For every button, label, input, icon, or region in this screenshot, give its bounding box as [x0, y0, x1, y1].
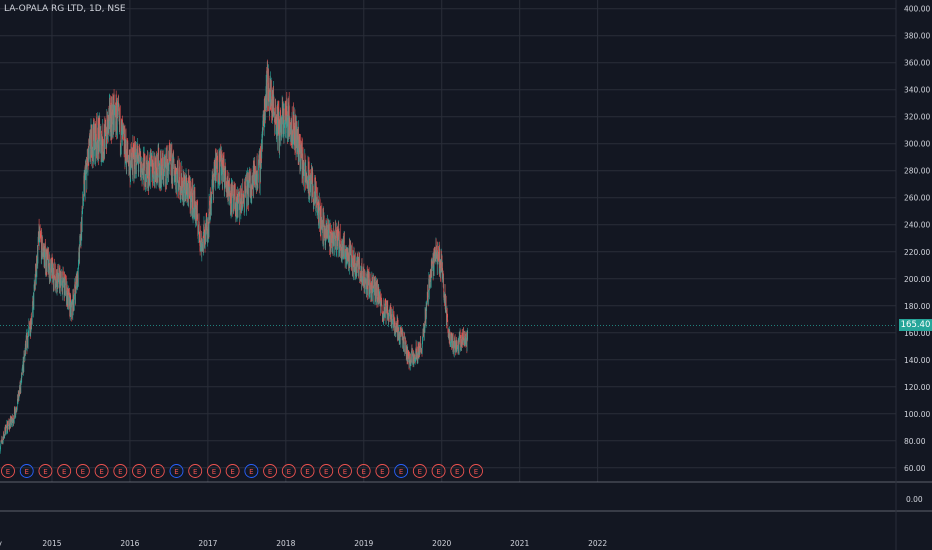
earnings-marker[interactable]: E [75, 464, 90, 478]
chart-title: LA-OPALA RG LTD, 1D, NSE [4, 4, 126, 14]
earnings-marker-label: E [418, 468, 422, 476]
y-tick-label: 300.00 [904, 140, 930, 149]
x-tick-label: 2021 [510, 539, 529, 548]
earnings-marker-label: E [137, 468, 141, 476]
earnings-marker-label: E [343, 468, 347, 476]
y-tick-label: 260.00 [904, 194, 930, 203]
earnings-marker[interactable]: E [356, 464, 371, 478]
earnings-marker-label: E [43, 468, 47, 476]
earnings-marker-label: E [305, 468, 309, 476]
earnings-marker[interactable]: E [469, 464, 483, 478]
y-tick-label: 120.00 [904, 383, 930, 392]
y-tick-label: 360.00 [904, 59, 930, 68]
y-tick-label: 380.00 [904, 32, 930, 41]
x-tick-label: 2016 [120, 539, 139, 548]
earnings-marker[interactable]: E [244, 464, 259, 478]
earnings-marker-label: E [156, 468, 160, 476]
earnings-marker-label: E [25, 468, 29, 476]
earnings-marker-label: E [62, 468, 66, 476]
y-tick-label: 240.00 [904, 221, 930, 230]
y-tick-label: 180.00 [904, 302, 930, 311]
earnings-marker[interactable]: E [150, 464, 165, 478]
x-tick-label: 2015 [42, 539, 61, 548]
earnings-marker-label: E [436, 468, 440, 476]
earnings-marker-label: E [324, 468, 328, 476]
candles [0, 59, 469, 454]
earnings-marker[interactable]: E [132, 464, 146, 478]
price-axis[interactable]: 400.00 380.00 360.00 340.00 320.00 300.00 280.… [904, 5, 930, 504]
y-tick-label: 220.00 [904, 248, 930, 257]
time-axis[interactable]: May 2015 2016 2017 2018 2019 2020 2021 2022 [0, 539, 607, 548]
earnings-marker[interactable]: E [431, 464, 446, 478]
earnings-marker-label: E [118, 468, 122, 476]
earnings-marker[interactable]: E [113, 464, 128, 478]
earnings-marker[interactable]: E [188, 464, 203, 478]
earnings-marker-label: E [474, 468, 478, 476]
earnings-marker[interactable]: E [1, 464, 15, 478]
earnings-marker[interactable]: E [394, 464, 409, 478]
earnings-marker-label: E [287, 468, 291, 476]
y-tick-label: 200.00 [904, 275, 930, 284]
y-tick-label: 280.00 [904, 167, 930, 176]
earnings-marker-label: E [81, 468, 85, 476]
earnings-marker[interactable]: E [281, 464, 296, 478]
earnings-marker[interactable]: E [300, 464, 315, 478]
earnings-marker[interactable]: E [338, 464, 352, 478]
x-tick-label: 2018 [276, 539, 295, 548]
earnings-marker[interactable]: E [94, 464, 109, 478]
y-tick-label: 60.00 [904, 464, 926, 473]
earnings-marker-label: E [361, 468, 365, 476]
y-tick-label: 340.00 [904, 86, 930, 95]
earnings-marker-label: E [99, 468, 103, 476]
earnings-marker-label: E [174, 468, 178, 476]
earnings-marker[interactable]: E [38, 464, 53, 478]
earnings-marker[interactable]: E [206, 464, 221, 478]
earnings-marker[interactable]: E [57, 464, 72, 478]
lower-y-tick-label: 0.00 [906, 495, 923, 504]
earnings-marker-label: E [193, 468, 197, 476]
earnings-marker-label: E [249, 468, 253, 476]
earnings-marker-label: E [212, 468, 216, 476]
earnings-marker[interactable]: E [319, 464, 334, 478]
x-tick-label: 2017 [198, 539, 217, 548]
earnings-marker[interactable]: E [169, 464, 184, 478]
earnings-marker[interactable]: E [375, 464, 390, 478]
y-tick-label: 320.00 [904, 113, 930, 122]
x-tick-label: May [0, 539, 3, 548]
earnings-marker-label: E [455, 468, 459, 476]
x-tick-label: 2020 [432, 539, 451, 548]
y-tick-label: 80.00 [904, 437, 926, 446]
y-tick-label: 160.00 [904, 329, 930, 338]
earnings-marker[interactable]: E [412, 464, 427, 478]
earnings-marker-label: E [380, 468, 384, 476]
earnings-marker[interactable]: E [19, 464, 34, 478]
earnings-marker[interactable]: E [450, 464, 465, 478]
y-tick-label: 140.00 [904, 356, 930, 365]
earnings-marker-label: E [268, 468, 272, 476]
y-tick-label: 100.00 [904, 410, 930, 419]
x-tick-label: 2019 [354, 539, 373, 548]
last-price-tag: 165.40 [899, 319, 932, 332]
earnings-marker-label: E [6, 468, 10, 476]
earnings-marker[interactable]: E [263, 464, 278, 478]
earnings-marker[interactable]: E [225, 464, 240, 478]
y-tick-label: 400.00 [904, 5, 930, 14]
earnings-marker-label: E [230, 468, 234, 476]
earnings-marker-label: E [399, 468, 403, 476]
x-tick-label: 2022 [588, 539, 607, 548]
